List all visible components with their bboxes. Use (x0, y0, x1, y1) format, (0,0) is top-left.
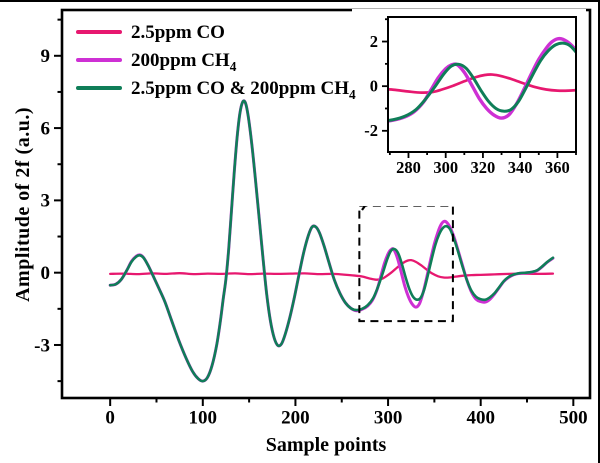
svg-text:280: 280 (396, 158, 421, 177)
svg-text:500: 500 (559, 407, 588, 428)
svg-text:320: 320 (471, 158, 496, 177)
legend: 2.5ppm CO 200ppm CH4 2.5ppm CO & 200ppm CH… (76, 18, 356, 102)
svg-text:200: 200 (281, 407, 310, 428)
svg-text:-2: -2 (364, 121, 378, 140)
svg-text:360: 360 (545, 158, 570, 177)
svg-text:400: 400 (466, 407, 495, 428)
legend-item-label: 200ppm CH4 (131, 49, 237, 74)
svg-text:3: 3 (41, 191, 51, 212)
inset-axes-frame (387, 16, 577, 153)
zoom-region-box (358, 204, 454, 323)
legend-item: 2.5ppm CO & 200ppm CH4 (76, 74, 356, 102)
legend-swatch (76, 86, 122, 90)
series-line (108, 99, 555, 383)
legend-swatch (76, 30, 122, 34)
svg-text:0: 0 (41, 263, 51, 284)
legend-item-label: 2.5ppm CO & 200ppm CH4 (131, 77, 356, 102)
inset-series (389, 36, 575, 123)
svg-text:6: 6 (41, 118, 51, 139)
inset-background (352, 9, 586, 206)
svg-text:9: 9 (41, 46, 51, 67)
svg-text:300: 300 (374, 407, 403, 428)
main-axes-frame (60, 8, 592, 400)
main-series (108, 99, 555, 383)
svg-text:-3: -3 (34, 335, 50, 356)
x-axis-title: Sample points (265, 434, 387, 456)
inset-axes-ticks: 280 300 320 340 360 -2 0 2 (364, 18, 577, 177)
main-axes-ticks: 0 100 200 300 400 500 -3 0 3 6 9 (34, 18, 588, 428)
svg-text:0: 0 (370, 77, 378, 96)
legend-item: 200ppm CH4 (76, 46, 356, 74)
svg-text:0: 0 (105, 407, 115, 428)
svg-text:300: 300 (433, 158, 458, 177)
svg-text:2: 2 (370, 32, 378, 51)
legend-item-label: 2.5ppm CO (131, 21, 225, 43)
legend-item: 2.5ppm CO (76, 18, 356, 46)
svg-text:100: 100 (189, 407, 218, 428)
legend-swatch (76, 58, 122, 62)
svg-text:340: 340 (508, 158, 533, 177)
